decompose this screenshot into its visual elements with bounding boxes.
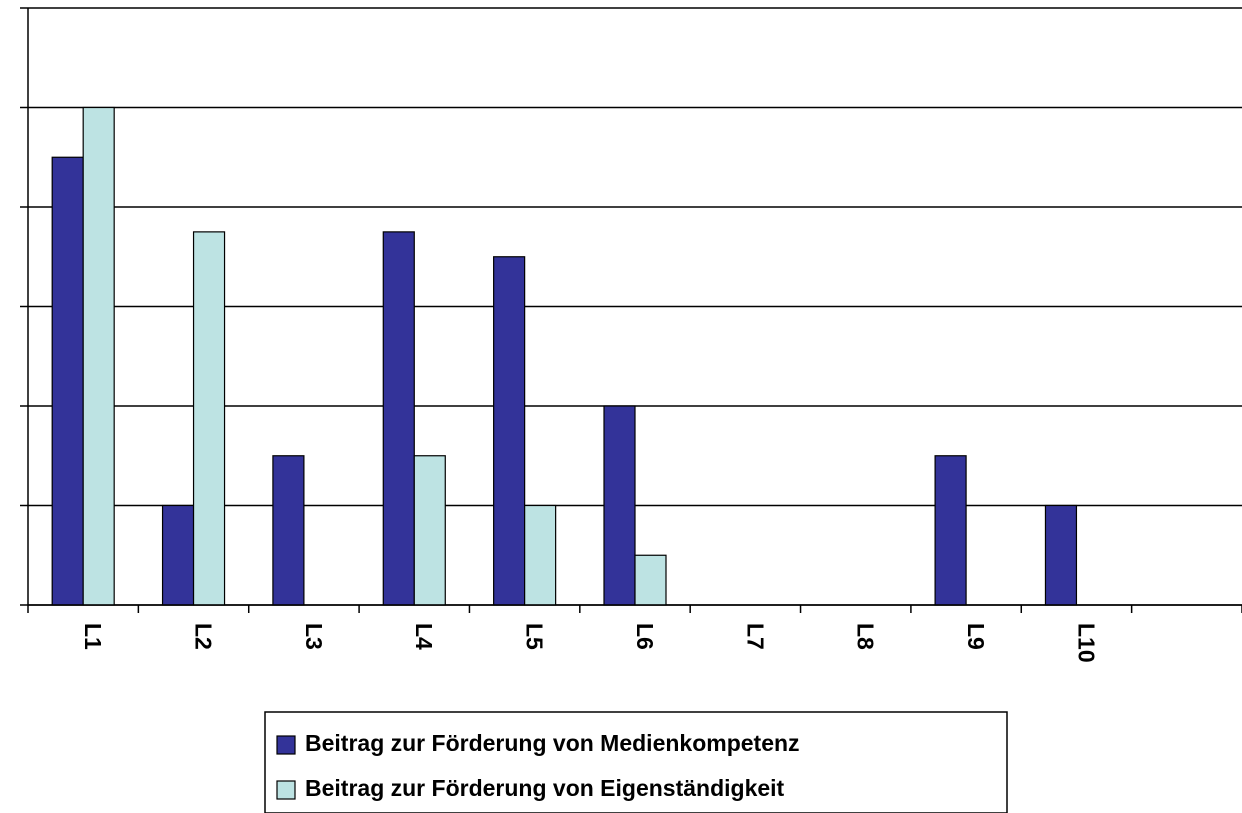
bar	[524, 504, 557, 606]
x-tick-label: L1	[80, 623, 106, 650]
bar	[161, 504, 195, 606]
legend-box	[264, 711, 1008, 813]
x-tick-label: L7	[742, 623, 768, 650]
bar	[413, 455, 446, 606]
legend-label: Beitrag zur Förderung von Medienkompeten…	[305, 730, 800, 756]
x-tick-label: L2	[190, 623, 216, 650]
x-tick-label: L8	[853, 623, 879, 650]
bar	[634, 554, 667, 606]
bar	[272, 455, 305, 606]
legend-swatch	[276, 735, 296, 755]
bar	[51, 156, 84, 606]
legend-label: Beitrag zur Förderung von Eigenständigke…	[305, 775, 785, 801]
bar	[82, 106, 115, 606]
x-tick-label: L4	[411, 623, 437, 650]
x-tick-label: L6	[632, 623, 658, 650]
x-tick-label: L3	[301, 623, 327, 650]
bar	[934, 455, 967, 606]
legend: Beitrag zur Förderung von Medienkompeten…	[264, 711, 1008, 813]
x-tick-label: L10	[1073, 623, 1099, 663]
bar	[603, 405, 636, 606]
legend-swatch	[276, 780, 296, 800]
bar	[493, 256, 526, 606]
x-tick-label: L5	[522, 623, 548, 650]
x-tick-label: L9	[963, 623, 989, 650]
bar	[382, 231, 415, 606]
bar	[1044, 504, 1078, 606]
bar	[192, 231, 226, 606]
